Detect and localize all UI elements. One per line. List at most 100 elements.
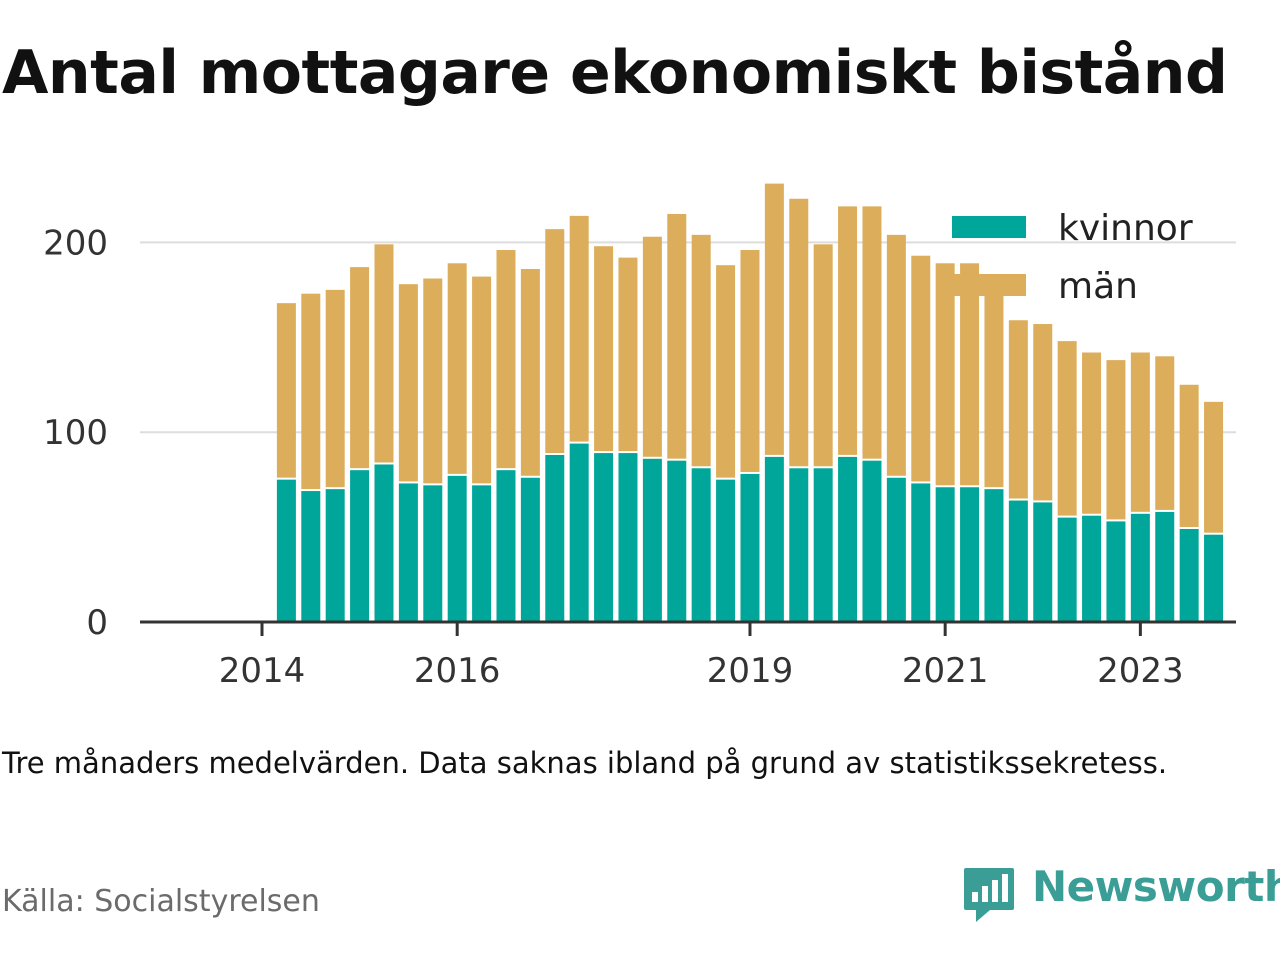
- bar-kvinnor-10: [520, 477, 540, 622]
- bar-man-2: [325, 289, 345, 488]
- bar-kvinnor-0: [276, 479, 296, 622]
- bar-kvinnor-8: [472, 485, 492, 622]
- chart-note: Tre månaders medelvärden. Data saknas ib…: [2, 746, 1168, 780]
- bar-man-13: [594, 246, 614, 452]
- legend-label-0: kvinnor: [1058, 208, 1193, 249]
- bar-man-32: [1057, 341, 1077, 516]
- bar-man-36: [1155, 356, 1175, 510]
- bar-man-11: [545, 229, 565, 453]
- bar-kvinnor-13: [594, 453, 614, 622]
- bar-man-1: [301, 293, 321, 490]
- y-tick-label-200: 200: [43, 223, 108, 263]
- x-tick-label-2014: 2014: [219, 651, 306, 691]
- bar-kvinnor-3: [350, 470, 370, 622]
- axes: 0 100 200 2014 2016 2019 2021 2023: [43, 223, 1236, 691]
- legend: kvinnor män: [952, 208, 1193, 307]
- bar-man-14: [618, 257, 638, 452]
- bar-kvinnor-15: [642, 458, 662, 622]
- legend-swatch-0: [952, 216, 1026, 238]
- newsworthy-logo-icon: [964, 868, 1014, 922]
- bar-man-25: [886, 234, 906, 476]
- bars: [276, 183, 1224, 622]
- bar-man-4: [374, 244, 394, 463]
- bar-kvinnor-38: [1204, 534, 1224, 622]
- bar-kvinnor-29: [984, 489, 1004, 622]
- bar-kvinnor-1: [301, 491, 321, 622]
- bar-man-19: [740, 250, 760, 472]
- bar-man-37: [1179, 384, 1199, 528]
- bar-kvinnor-6: [423, 485, 443, 622]
- bar-kvinnor-4: [374, 464, 394, 622]
- bar-man-6: [423, 278, 443, 484]
- bar-kvinnor-31: [1033, 502, 1053, 622]
- bar-kvinnor-34: [1106, 521, 1126, 622]
- source-label: Källa: Socialstyrelsen: [2, 884, 320, 919]
- bar-kvinnor-37: [1179, 529, 1199, 622]
- bar-man-15: [642, 236, 662, 457]
- bar-kvinnor-19: [740, 473, 760, 622]
- bar-kvinnor-21: [789, 468, 809, 622]
- bar-kvinnor-5: [398, 483, 418, 622]
- bar-kvinnor-14: [618, 453, 638, 622]
- bar-man-18: [716, 265, 736, 478]
- stacked-bar-chart: 0 100 200 2014 2016 2019 2021 2023 kvinnor män: [43, 183, 1236, 691]
- bar-kvinnor-17: [691, 468, 711, 622]
- bar-kvinnor-18: [716, 479, 736, 622]
- legend-swatch-1: [952, 274, 1026, 296]
- bar-man-20: [764, 183, 784, 455]
- x-tick-label-2021: 2021: [902, 651, 989, 691]
- bar-man-7: [447, 263, 467, 474]
- chart-title: Antal mottagare ekonomiskt bistånd: [2, 38, 1228, 108]
- bar-kvinnor-7: [447, 475, 467, 622]
- bar-man-31: [1033, 324, 1053, 501]
- bar-man-24: [862, 206, 882, 459]
- x-tick-label-2019: 2019: [707, 651, 794, 691]
- bar-kvinnor-20: [764, 456, 784, 622]
- bar-kvinnor-30: [1008, 500, 1028, 622]
- brand-name: Newsworthy: [1032, 862, 1280, 911]
- bar-man-21: [789, 198, 809, 467]
- bar-man-8: [472, 276, 492, 484]
- bar-man-0: [276, 303, 296, 478]
- bar-kvinnor-28: [960, 487, 980, 622]
- bar-kvinnor-32: [1057, 517, 1077, 622]
- bar-kvinnor-27: [935, 487, 955, 622]
- x-tick-label-2016: 2016: [414, 651, 501, 691]
- x-tick-label-2023: 2023: [1097, 651, 1184, 691]
- bar-man-22: [813, 244, 833, 467]
- bar-man-16: [667, 213, 687, 459]
- bar-man-26: [911, 255, 931, 482]
- bar-kvinnor-11: [545, 454, 565, 622]
- bar-kvinnor-12: [569, 443, 589, 622]
- bar-man-17: [691, 234, 711, 467]
- bar-man-10: [520, 268, 540, 476]
- bar-man-38: [1204, 401, 1224, 533]
- gridlines: [140, 241, 1236, 434]
- bar-man-23: [838, 206, 858, 455]
- bar-kvinnor-22: [813, 468, 833, 622]
- bar-kvinnor-9: [496, 470, 516, 622]
- bar-kvinnor-35: [1130, 513, 1150, 622]
- newsworthy-brand: Newsworthy: [962, 862, 1280, 928]
- bar-man-29: [984, 287, 1004, 488]
- bar-man-5: [398, 284, 418, 482]
- bar-kvinnor-2: [325, 489, 345, 622]
- bar-kvinnor-24: [862, 460, 882, 622]
- bar-kvinnor-23: [838, 456, 858, 622]
- bar-man-12: [569, 215, 589, 442]
- bar-man-27: [935, 263, 955, 486]
- bar-man-28: [960, 263, 980, 486]
- bar-kvinnor-16: [667, 460, 687, 622]
- bar-man-35: [1130, 352, 1150, 512]
- bar-man-33: [1082, 352, 1102, 514]
- y-tick-label-0: 0: [86, 603, 108, 643]
- bar-man-9: [496, 250, 516, 469]
- bar-kvinnor-26: [911, 483, 931, 622]
- y-tick-label-100: 100: [43, 413, 108, 453]
- legend-label-1: män: [1058, 266, 1138, 307]
- bar-man-3: [350, 267, 370, 469]
- bar-man-34: [1106, 360, 1126, 520]
- bar-kvinnor-25: [886, 477, 906, 622]
- bar-man-30: [1008, 320, 1028, 499]
- bar-kvinnor-33: [1082, 515, 1102, 622]
